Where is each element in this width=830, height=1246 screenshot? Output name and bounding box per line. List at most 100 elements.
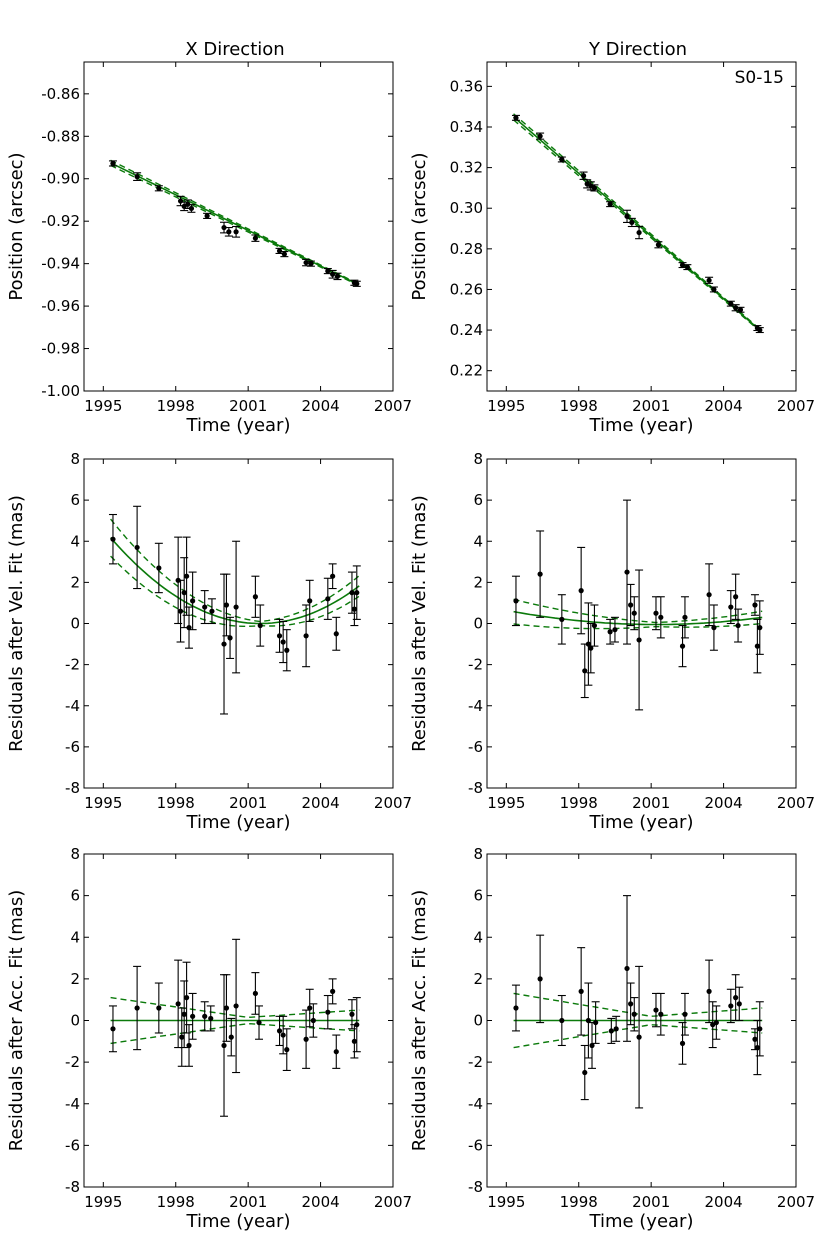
y-tick-label: 0	[70, 615, 80, 633]
data-point	[333, 631, 339, 637]
y-tick-label: -6	[65, 738, 80, 756]
data-point	[628, 602, 634, 608]
y-tick-label: -4	[65, 1095, 80, 1113]
data-point	[181, 1011, 187, 1017]
x-axis-label: Time (year)	[186, 415, 291, 436]
data-point	[706, 277, 712, 283]
y-tick-label: -8	[468, 779, 483, 797]
data-point	[757, 625, 763, 631]
data-point	[330, 573, 336, 579]
plot-frame	[486, 458, 797, 789]
data-point	[580, 173, 587, 179]
data-point	[177, 608, 184, 614]
data-point	[183, 995, 190, 1001]
y-tick-label: 6	[473, 887, 483, 905]
fit-curve	[109, 537, 360, 625]
data-point	[188, 205, 195, 212]
y-tick-label: 0.30	[450, 199, 483, 217]
data-point	[284, 1047, 290, 1053]
y-tick-label: 8	[473, 450, 483, 468]
fit-group	[513, 992, 763, 1049]
x-tick-label: 1995	[84, 794, 122, 812]
data-point	[233, 229, 239, 235]
data-point	[252, 990, 258, 997]
x-tick-label: 1998	[157, 1193, 195, 1211]
data-point	[303, 1036, 309, 1042]
fit-band-lower	[513, 119, 761, 332]
y-tick-label: 6	[70, 887, 80, 905]
y-tick-label: -8	[65, 1178, 80, 1196]
data-point	[177, 198, 184, 204]
data-point	[684, 264, 690, 270]
y-tick-label: 6	[70, 491, 80, 509]
data-point	[110, 536, 116, 542]
data-point	[588, 645, 594, 651]
data-point	[227, 635, 233, 641]
data-point	[631, 1011, 637, 1017]
x-tick-label: 1998	[157, 794, 195, 812]
data-point	[733, 995, 739, 1001]
y-tick-label: 0.34	[450, 118, 483, 136]
data-point	[209, 608, 215, 614]
data-point	[281, 251, 287, 257]
y-tick-label: 8	[473, 845, 483, 863]
data-point	[334, 273, 341, 279]
data-point	[233, 604, 239, 610]
fit-group	[110, 159, 358, 286]
data-point	[223, 602, 230, 608]
data-point	[713, 1019, 719, 1026]
fit-band-lower	[513, 622, 763, 630]
data-point	[354, 590, 360, 596]
y-tick-label: -4	[468, 1095, 483, 1113]
data-point	[186, 1042, 192, 1049]
data-point	[706, 592, 712, 598]
plot-frame	[486, 61, 797, 392]
data-point	[325, 596, 331, 602]
data-point	[308, 261, 314, 267]
data-point	[589, 1042, 595, 1049]
data-point	[628, 1001, 634, 1007]
y-tick-label: 4	[473, 928, 483, 946]
data-point	[351, 606, 357, 612]
data-point	[728, 301, 734, 307]
data-point	[280, 639, 286, 645]
data-point	[330, 988, 336, 994]
data-point	[226, 229, 232, 235]
y-tick-label: 0.26	[450, 280, 483, 298]
data-point	[110, 1026, 116, 1032]
data-point	[658, 1011, 664, 1017]
y-tick-label: -0.90	[41, 170, 80, 188]
data-point	[736, 1001, 742, 1007]
x-tick-label: 2001	[632, 397, 670, 415]
y-tick-label: 0.36	[450, 77, 483, 95]
data-point	[653, 1007, 659, 1013]
y-tick-label: -6	[468, 1136, 483, 1154]
data-point	[679, 262, 686, 268]
fit-band-upper	[513, 113, 761, 330]
data-point	[752, 1036, 758, 1042]
y-tick-label: -2	[468, 1053, 483, 1071]
data-point	[186, 625, 192, 631]
fit-group	[109, 518, 360, 627]
data-point	[257, 622, 263, 629]
data-point	[221, 641, 227, 647]
fit-band-upper	[110, 159, 358, 284]
x-tick-label: 1998	[560, 397, 598, 415]
x-tick-label: 2001	[632, 794, 670, 812]
data-point	[513, 115, 519, 121]
x-tick-label: 2001	[632, 1193, 670, 1211]
data-point	[754, 1044, 760, 1051]
data-point	[631, 610, 637, 616]
y-tick-label: 6	[473, 491, 483, 509]
data-point	[636, 637, 642, 643]
data-point	[612, 627, 618, 633]
data-point	[156, 1005, 162, 1011]
x-tick-label: 1998	[560, 794, 598, 812]
data-point	[284, 647, 290, 653]
y-tick-label: -2	[65, 656, 80, 674]
y-tick-label: -0.94	[41, 255, 80, 273]
data-point	[653, 610, 659, 616]
data-point	[303, 633, 309, 639]
panel-y-acc-residuals: 1995 1998 2001 2004 2007 -8 -6 -4 -2 0 2 4 6 8 Time (y…	[409, 845, 815, 1232]
data-point	[591, 622, 598, 629]
